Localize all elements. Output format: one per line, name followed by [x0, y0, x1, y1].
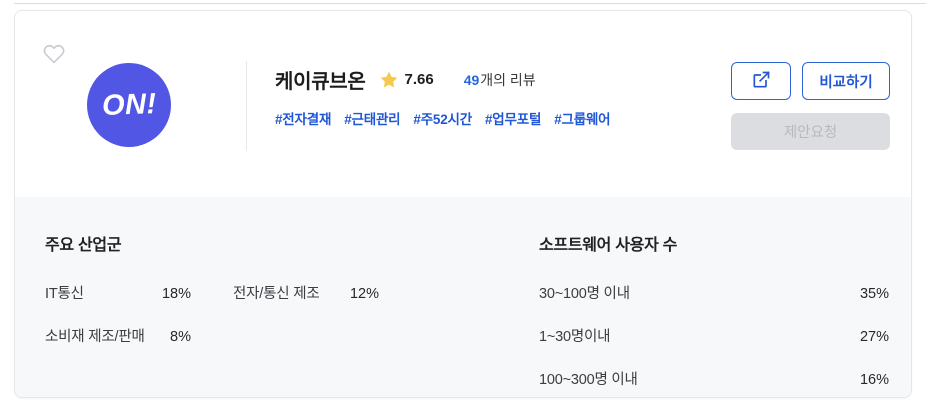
tag-electronic-approval[interactable]: #전자결재: [275, 112, 332, 127]
industry-item: IT통신 18%: [45, 282, 191, 303]
product-logo[interactable]: ON!: [87, 63, 171, 147]
action-buttons: 비교하기 제안요청: [731, 62, 890, 150]
users-label: 1~30명이내: [539, 329, 611, 345]
external-link-button[interactable]: [731, 62, 791, 100]
tag-list: #전자결재 #근태관리 #주52시간 #업무포털 #그룹웨어: [275, 108, 611, 128]
review-count: 49: [463, 71, 480, 88]
heart-icon: [43, 44, 65, 68]
industry-value: 12%: [349, 286, 379, 302]
product-card: ON! 케이큐브온 7.66 49개의 리뷰 #전자결재 #근태관리 #주52시…: [14, 10, 912, 398]
product-header: ON! 케이큐브온 7.66 49개의 리뷰 #전자결재 #근태관리 #주52시…: [15, 11, 911, 197]
logo-on-text: ON!: [101, 87, 157, 122]
tag-work-portal[interactable]: #업무포털: [485, 112, 542, 127]
external-link-icon: [751, 70, 771, 93]
top-divider: [14, 3, 926, 4]
review-link[interactable]: 49개의 리뷰: [464, 70, 536, 90]
review-suffix: 개의 리뷰: [480, 71, 536, 88]
industry-value: 18%: [161, 286, 191, 302]
proposal-request-button[interactable]: 제안요청: [731, 113, 890, 150]
stats-section: 주요 산업군 IT통신 18% 전자/통신 제조 12% 소비재 제조/판매 8…: [15, 197, 911, 397]
rating-value: 7.66: [404, 71, 434, 88]
users-value: 16%: [859, 372, 889, 388]
industry-item: 소비재 제조/판매 8%: [45, 325, 191, 346]
industry-label: IT통신: [45, 286, 84, 302]
users-item: 30~100명 이내 35%: [539, 282, 889, 303]
tag-groupware[interactable]: #그룹웨어: [554, 112, 611, 127]
industry-item: 전자/통신 제조 12%: [233, 282, 379, 303]
tag-attendance[interactable]: #근태관리: [344, 112, 401, 127]
users-column: 소프트웨어 사용자 수 30~100명 이내 35% 1~30명이내 27% 1…: [539, 231, 889, 397]
vertical-divider: [246, 61, 247, 151]
product-info: 케이큐브온 7.66 49개의 리뷰 #전자결재 #근태관리 #주52시간 #업…: [275, 65, 611, 128]
users-section-title: 소프트웨어 사용자 수: [539, 237, 678, 254]
favorite-button[interactable]: [43, 43, 65, 65]
compare-button[interactable]: 비교하기: [802, 62, 890, 100]
users-item: 100~300명 이내 16%: [539, 368, 889, 389]
industry-section-title: 주요 산업군: [45, 237, 122, 254]
users-label: 100~300명 이내: [539, 372, 638, 388]
industry-value: 8%: [170, 329, 191, 345]
users-label: 30~100명 이내: [539, 286, 630, 302]
star-icon: [379, 70, 399, 90]
users-item: 1~30명이내 27%: [539, 325, 889, 346]
users-value: 27%: [859, 329, 889, 345]
industry-label: 소비재 제조/판매: [45, 329, 145, 345]
product-name: 케이큐브온: [275, 71, 366, 93]
tag-52hours[interactable]: #주52시간: [413, 112, 472, 127]
industry-column: 주요 산업군 IT통신 18% 전자/통신 제조 12% 소비재 제조/판매 8…: [45, 231, 539, 397]
industry-label: 전자/통신 제조: [233, 286, 320, 302]
users-value: 35%: [859, 286, 889, 302]
